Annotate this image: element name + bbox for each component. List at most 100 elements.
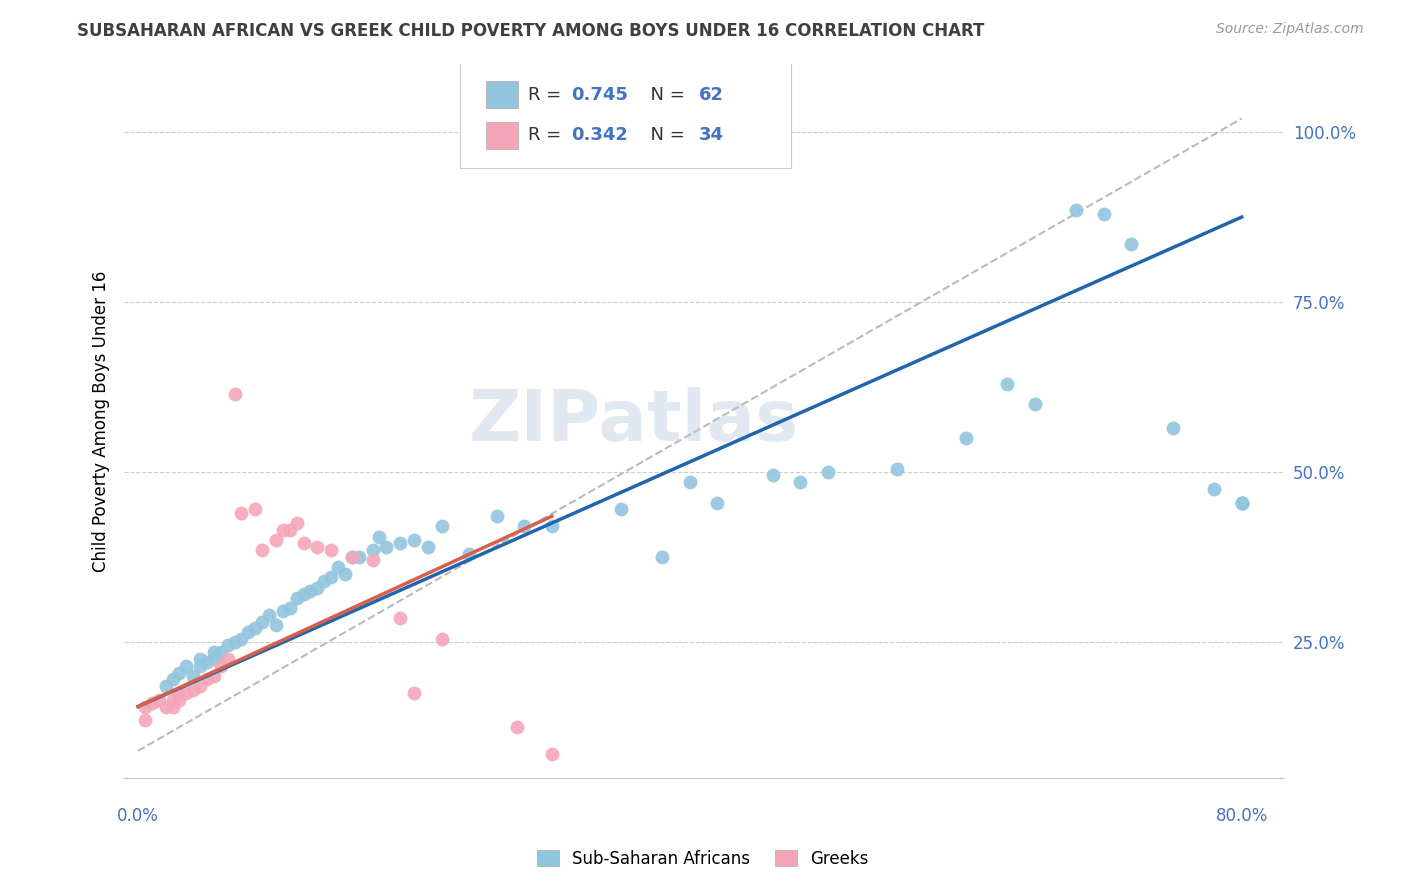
Text: 80.0%: 80.0%	[1216, 806, 1268, 824]
Point	[224, 387, 246, 401]
Point	[307, 581, 329, 595]
Point	[292, 536, 315, 550]
Point	[195, 673, 218, 687]
Point	[181, 682, 204, 697]
Point	[202, 669, 225, 683]
FancyBboxPatch shape	[460, 61, 790, 168]
Point	[547, 125, 569, 139]
Point	[513, 519, 536, 533]
Point	[340, 549, 363, 564]
Point	[458, 547, 481, 561]
Point	[202, 652, 225, 666]
Point	[188, 679, 211, 693]
Text: N =: N =	[638, 127, 690, 145]
Point	[271, 604, 294, 618]
Point	[651, 549, 673, 564]
Point	[250, 543, 273, 558]
Point	[217, 652, 239, 666]
Point	[955, 431, 977, 445]
Point	[264, 533, 287, 547]
Point	[134, 713, 156, 727]
Point	[245, 502, 267, 516]
Point	[402, 686, 425, 700]
Point	[361, 543, 384, 558]
Point	[285, 591, 308, 605]
Point	[347, 549, 370, 564]
Point	[188, 652, 211, 666]
Bar	[486, 122, 519, 149]
Point	[176, 658, 198, 673]
Point	[1024, 397, 1046, 411]
Point	[321, 570, 343, 584]
Point	[1230, 495, 1253, 509]
Point	[314, 574, 336, 588]
Point	[278, 601, 301, 615]
Point	[134, 699, 156, 714]
Point	[389, 611, 412, 625]
Point	[706, 495, 728, 509]
Point	[333, 567, 356, 582]
Point	[340, 549, 363, 564]
Text: 62: 62	[699, 86, 724, 103]
Point	[271, 523, 294, 537]
Point	[679, 475, 702, 490]
Point	[141, 696, 163, 710]
Point	[209, 645, 232, 659]
Text: 34: 34	[699, 127, 724, 145]
Point	[361, 553, 384, 567]
Point	[307, 540, 329, 554]
Point	[506, 720, 529, 734]
Point	[321, 543, 343, 558]
Point	[1230, 495, 1253, 509]
Text: N =: N =	[638, 86, 690, 103]
Point	[1204, 482, 1226, 496]
Point	[285, 516, 308, 530]
Point	[181, 669, 204, 683]
Point	[817, 465, 839, 479]
Point	[231, 632, 253, 646]
Point	[231, 506, 253, 520]
Point	[162, 699, 184, 714]
Point	[264, 618, 287, 632]
Point	[995, 376, 1018, 391]
Point	[195, 656, 218, 670]
Point	[162, 693, 184, 707]
Point	[541, 747, 564, 762]
Point	[169, 693, 191, 707]
Point	[238, 624, 260, 639]
Point	[250, 615, 273, 629]
Point	[610, 502, 633, 516]
Point	[1230, 495, 1253, 509]
Point	[245, 622, 267, 636]
Point	[789, 475, 811, 490]
Point	[299, 584, 322, 599]
Text: 0.342: 0.342	[572, 127, 628, 145]
Point	[368, 530, 391, 544]
Text: ZIPatlas: ZIPatlas	[470, 386, 799, 456]
Point	[1092, 207, 1115, 221]
Point	[217, 639, 239, 653]
Text: Source: ZipAtlas.com: Source: ZipAtlas.com	[1216, 22, 1364, 37]
Text: 0.0%: 0.0%	[117, 806, 159, 824]
Point	[155, 679, 177, 693]
Point	[430, 519, 453, 533]
Point	[375, 540, 398, 554]
Y-axis label: Child Poverty Among Boys Under 16: Child Poverty Among Boys Under 16	[93, 270, 110, 572]
Point	[162, 673, 184, 687]
Point	[148, 693, 170, 707]
Point	[430, 632, 453, 646]
Point	[257, 607, 280, 622]
Point	[209, 658, 232, 673]
Point	[402, 533, 425, 547]
Point	[169, 665, 191, 680]
Legend: Sub-Saharan Africans, Greeks: Sub-Saharan Africans, Greeks	[530, 844, 876, 875]
Point	[416, 540, 439, 554]
Point	[202, 645, 225, 659]
Point	[886, 461, 908, 475]
Text: 0.745: 0.745	[572, 86, 628, 103]
Point	[1064, 203, 1087, 218]
Point	[188, 658, 211, 673]
Point	[224, 635, 246, 649]
Point	[389, 536, 412, 550]
Point	[169, 686, 191, 700]
